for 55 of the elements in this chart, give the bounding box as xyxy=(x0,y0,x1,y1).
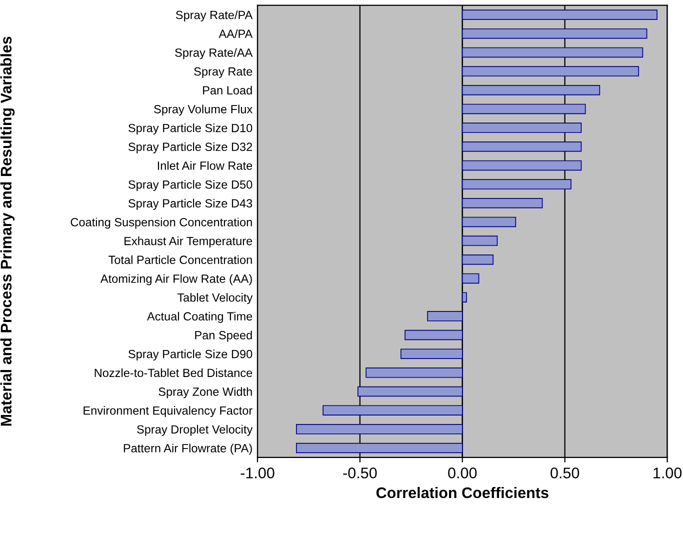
bar xyxy=(404,330,463,340)
y-tick-label: Exhaust Air Temperature xyxy=(124,236,252,248)
y-tick-label: Atomizing Air Flow Rate (AA) xyxy=(100,274,252,286)
bar xyxy=(462,104,586,114)
y-tick-label: Pan Speed xyxy=(195,330,252,342)
y-tick-label: Spray Particle Size D90 xyxy=(128,350,252,361)
bar xyxy=(462,160,582,171)
bar xyxy=(462,292,467,302)
x-tick-label: -1.00 xyxy=(240,468,274,478)
y-tick-label: Spray Particle Size D32 xyxy=(128,142,252,154)
bar xyxy=(462,273,480,284)
bar xyxy=(322,405,463,416)
y-tick-label: Spray Volume Flux xyxy=(154,104,253,116)
bar xyxy=(462,216,516,228)
y-tick-label: Actual Coating Time xyxy=(147,312,252,323)
y-tick-label: Pan Load xyxy=(203,86,252,95)
bar xyxy=(462,122,582,133)
bar xyxy=(462,141,582,152)
y-tick-label: Inlet Air Flow Rate xyxy=(158,161,252,170)
bar xyxy=(462,236,498,246)
y-tick-label: Spray Zone Width xyxy=(158,387,252,398)
y-tick-label: Coating Suspension Concentration xyxy=(70,218,252,229)
bar xyxy=(400,348,463,359)
bar xyxy=(296,442,463,454)
y-tick-label: Total Particle Concentration xyxy=(108,255,252,264)
y-tick-label: Spray Particle Size D50 xyxy=(128,180,252,192)
y-tick-label: Tablet Velocity xyxy=(177,293,253,304)
bar xyxy=(462,84,600,96)
y-axis-title: Material and Process Primary and Resulting Variables xyxy=(0,36,15,426)
bar xyxy=(462,179,572,190)
bar xyxy=(462,198,543,208)
y-tick-label: Spray Rate xyxy=(194,67,252,78)
y-tick-label: Spray Rate/AA xyxy=(175,48,253,60)
x-tick-label: 0.00 xyxy=(448,468,477,478)
y-tick-label: Spray Particle Size D43 xyxy=(128,198,252,210)
bar xyxy=(462,47,644,58)
y-tick-label: AA/PA xyxy=(218,29,253,38)
y-tick-label: Spray Rate/PA xyxy=(176,10,253,22)
y-tick-label: Pattern Air Flowrate (PA) xyxy=(124,444,252,455)
y-tick-label: Spray Particle Size D10 xyxy=(128,124,252,135)
x-tick-label: -0.50 xyxy=(343,468,377,478)
bar xyxy=(462,28,648,39)
bar xyxy=(427,311,463,322)
y-tick-label: Environment Equivalency Factor xyxy=(84,406,252,418)
x-tick-label: 0.50 xyxy=(550,468,580,478)
bar xyxy=(296,424,463,434)
x-tick-label: 1.00 xyxy=(654,468,682,478)
bar xyxy=(357,386,463,397)
bar xyxy=(462,10,658,20)
x-axis-title: Correlation Coefficients xyxy=(376,486,548,498)
bar xyxy=(462,254,494,265)
bar xyxy=(462,66,640,76)
y-tick-label: Spray Droplet Velocity xyxy=(137,424,253,436)
bar xyxy=(366,368,463,378)
y-tick-label: Nozzle-to-Tablet Bed Distance xyxy=(94,368,252,378)
